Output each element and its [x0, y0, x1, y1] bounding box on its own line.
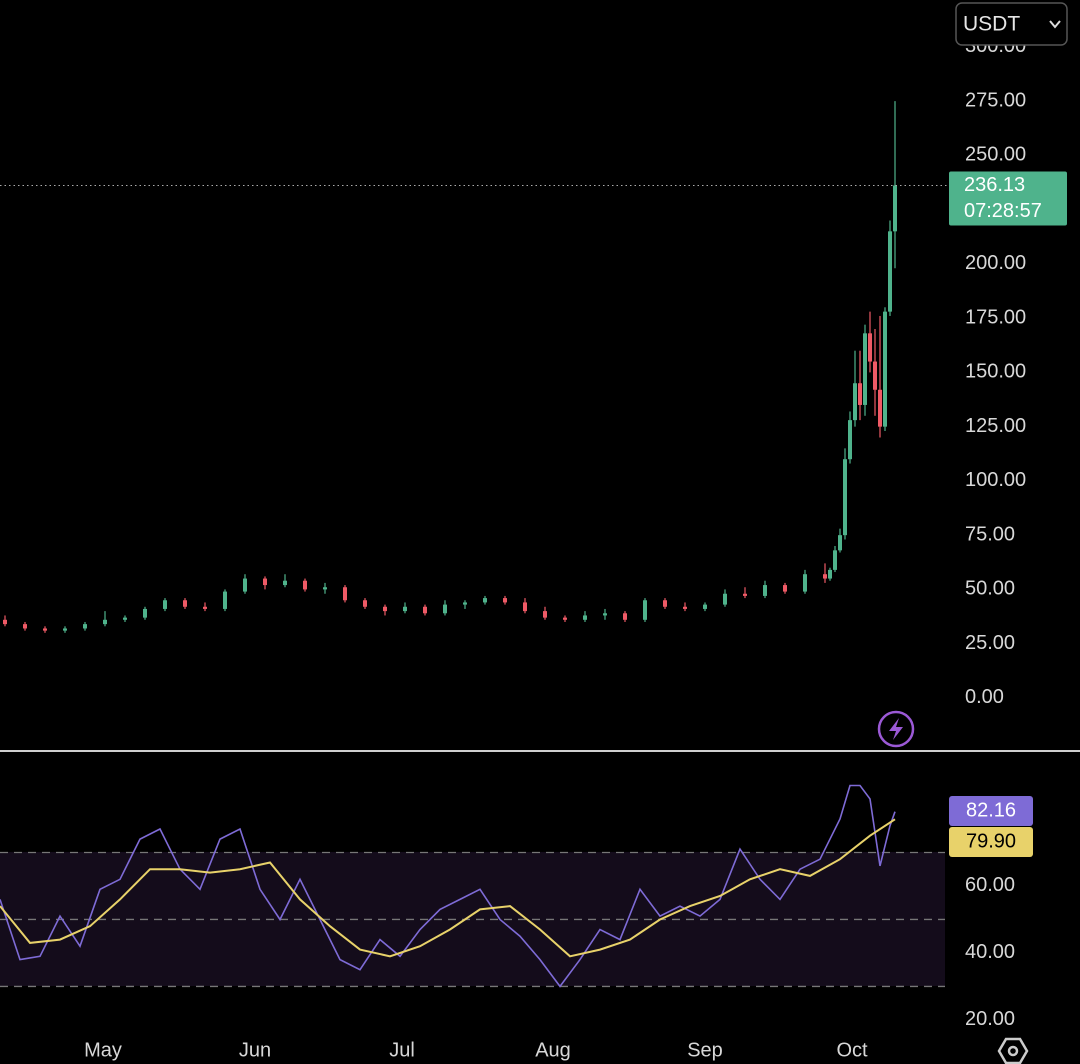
rsi-line [0, 784, 896, 988]
currency-button[interactable]: USDT [955, 2, 1068, 46]
candle-body [743, 593, 747, 596]
plot-layer: 0.00 25.00 50.00 75.00 100.00 125.00 150.00 175… [0, 35, 1067, 1061]
candle-body [833, 550, 837, 570]
x-tick-label: Aug [535, 1039, 571, 1061]
lightning-button[interactable] [877, 710, 915, 748]
candle-body [763, 585, 767, 596]
candle-body [63, 628, 67, 631]
candle-body [783, 585, 787, 592]
x-tick-label: May [84, 1039, 122, 1061]
y-tick-label: 50.00 [965, 578, 1015, 600]
rsi-value-box [949, 827, 1033, 857]
candle-body [383, 606, 387, 612]
last-price-box [949, 171, 1067, 226]
x-tick-label: Jun [239, 1039, 271, 1061]
candle-body [203, 606, 207, 609]
candle-body [603, 613, 607, 616]
candle-body [103, 619, 107, 625]
y-tick-label: 0.00 [965, 686, 1004, 708]
candle-body [703, 604, 707, 609]
x-tick-label: Oct [836, 1039, 868, 1061]
candle-body [523, 602, 527, 612]
rsi-value-label: 79.90 [966, 830, 1016, 852]
candle-body [463, 602, 467, 605]
candle-body [543, 611, 547, 618]
candle-body [443, 604, 447, 614]
rsi-tick-label: 60.00 [965, 874, 1015, 896]
lightning-icon[interactable] [889, 718, 903, 740]
candle-body [323, 587, 327, 590]
settings-button[interactable] [997, 1037, 1029, 1064]
dropdown-arrow[interactable] [1049, 20, 1061, 29]
candle-body [263, 578, 267, 586]
candle-body [883, 311, 887, 427]
candle-body [683, 606, 687, 609]
candle-body [23, 624, 27, 629]
candle-body [828, 569, 832, 579]
y-tick-label: 25.00 [965, 632, 1015, 654]
candle-body [893, 185, 897, 232]
candle-body [3, 619, 7, 625]
y-tick-label: 275.00 [965, 89, 1026, 111]
candle-body [878, 389, 882, 427]
y-tick-label: 200.00 [965, 252, 1026, 274]
candle-body [243, 578, 247, 592]
settings-dot[interactable] [1007, 1045, 1019, 1057]
x-tick-label: Jul [389, 1039, 415, 1061]
candle-body [623, 613, 627, 620]
rsi-value-label: 82.16 [966, 799, 1016, 821]
lightning-circle[interactable] [877, 710, 915, 748]
y-tick-label: 250.00 [965, 144, 1026, 166]
candle-body [873, 361, 877, 390]
candle-body [43, 628, 47, 631]
candle-body [403, 606, 407, 612]
candle-body [858, 383, 862, 405]
y-tick-label: 175.00 [965, 306, 1026, 328]
candle-body [663, 600, 667, 607]
candle-body [483, 598, 487, 603]
candle-body [868, 333, 872, 362]
settings-icon[interactable] [997, 1037, 1029, 1064]
candle-body [863, 333, 867, 405]
candle-body [303, 580, 307, 590]
candle-body [888, 231, 892, 312]
candle-body [123, 617, 127, 620]
y-tick-label: 150.00 [965, 361, 1026, 383]
candle-body [723, 593, 727, 605]
candle-body [183, 600, 187, 607]
candle-body [583, 615, 587, 620]
rsi-value-box [949, 796, 1033, 826]
x-tick-label: Sep [687, 1039, 723, 1061]
candle-body [343, 587, 347, 601]
candle-body [283, 580, 287, 586]
candle-body [823, 574, 827, 579]
candle-body [843, 459, 847, 536]
countdown-label: 07:28:57 [964, 200, 1042, 222]
candle-body [83, 624, 87, 629]
candle-body [223, 591, 227, 609]
currency-box[interactable] [955, 2, 1068, 46]
candle-body [503, 598, 507, 603]
candle-body [643, 600, 647, 620]
candle-body [838, 535, 842, 551]
candle-body [848, 420, 852, 460]
candle-body [423, 606, 427, 614]
candle-body [163, 600, 167, 609]
rsi-line [0, 818, 896, 958]
candle-body [853, 383, 857, 421]
candle-body [563, 617, 567, 620]
y-tick-label: 75.00 [965, 523, 1015, 545]
y-tick-label: 100.00 [965, 469, 1026, 491]
candle-body [363, 600, 367, 607]
candle-body [803, 574, 807, 592]
candle-body [143, 608, 147, 618]
currency-text[interactable]: USDT [963, 13, 1020, 36]
rsi-tick-label: 20.00 [965, 1008, 1015, 1030]
rsi-tick-label: 40.00 [965, 941, 1015, 963]
y-tick-label: 125.00 [965, 415, 1026, 437]
last-price-label: 236.13 [964, 174, 1025, 196]
